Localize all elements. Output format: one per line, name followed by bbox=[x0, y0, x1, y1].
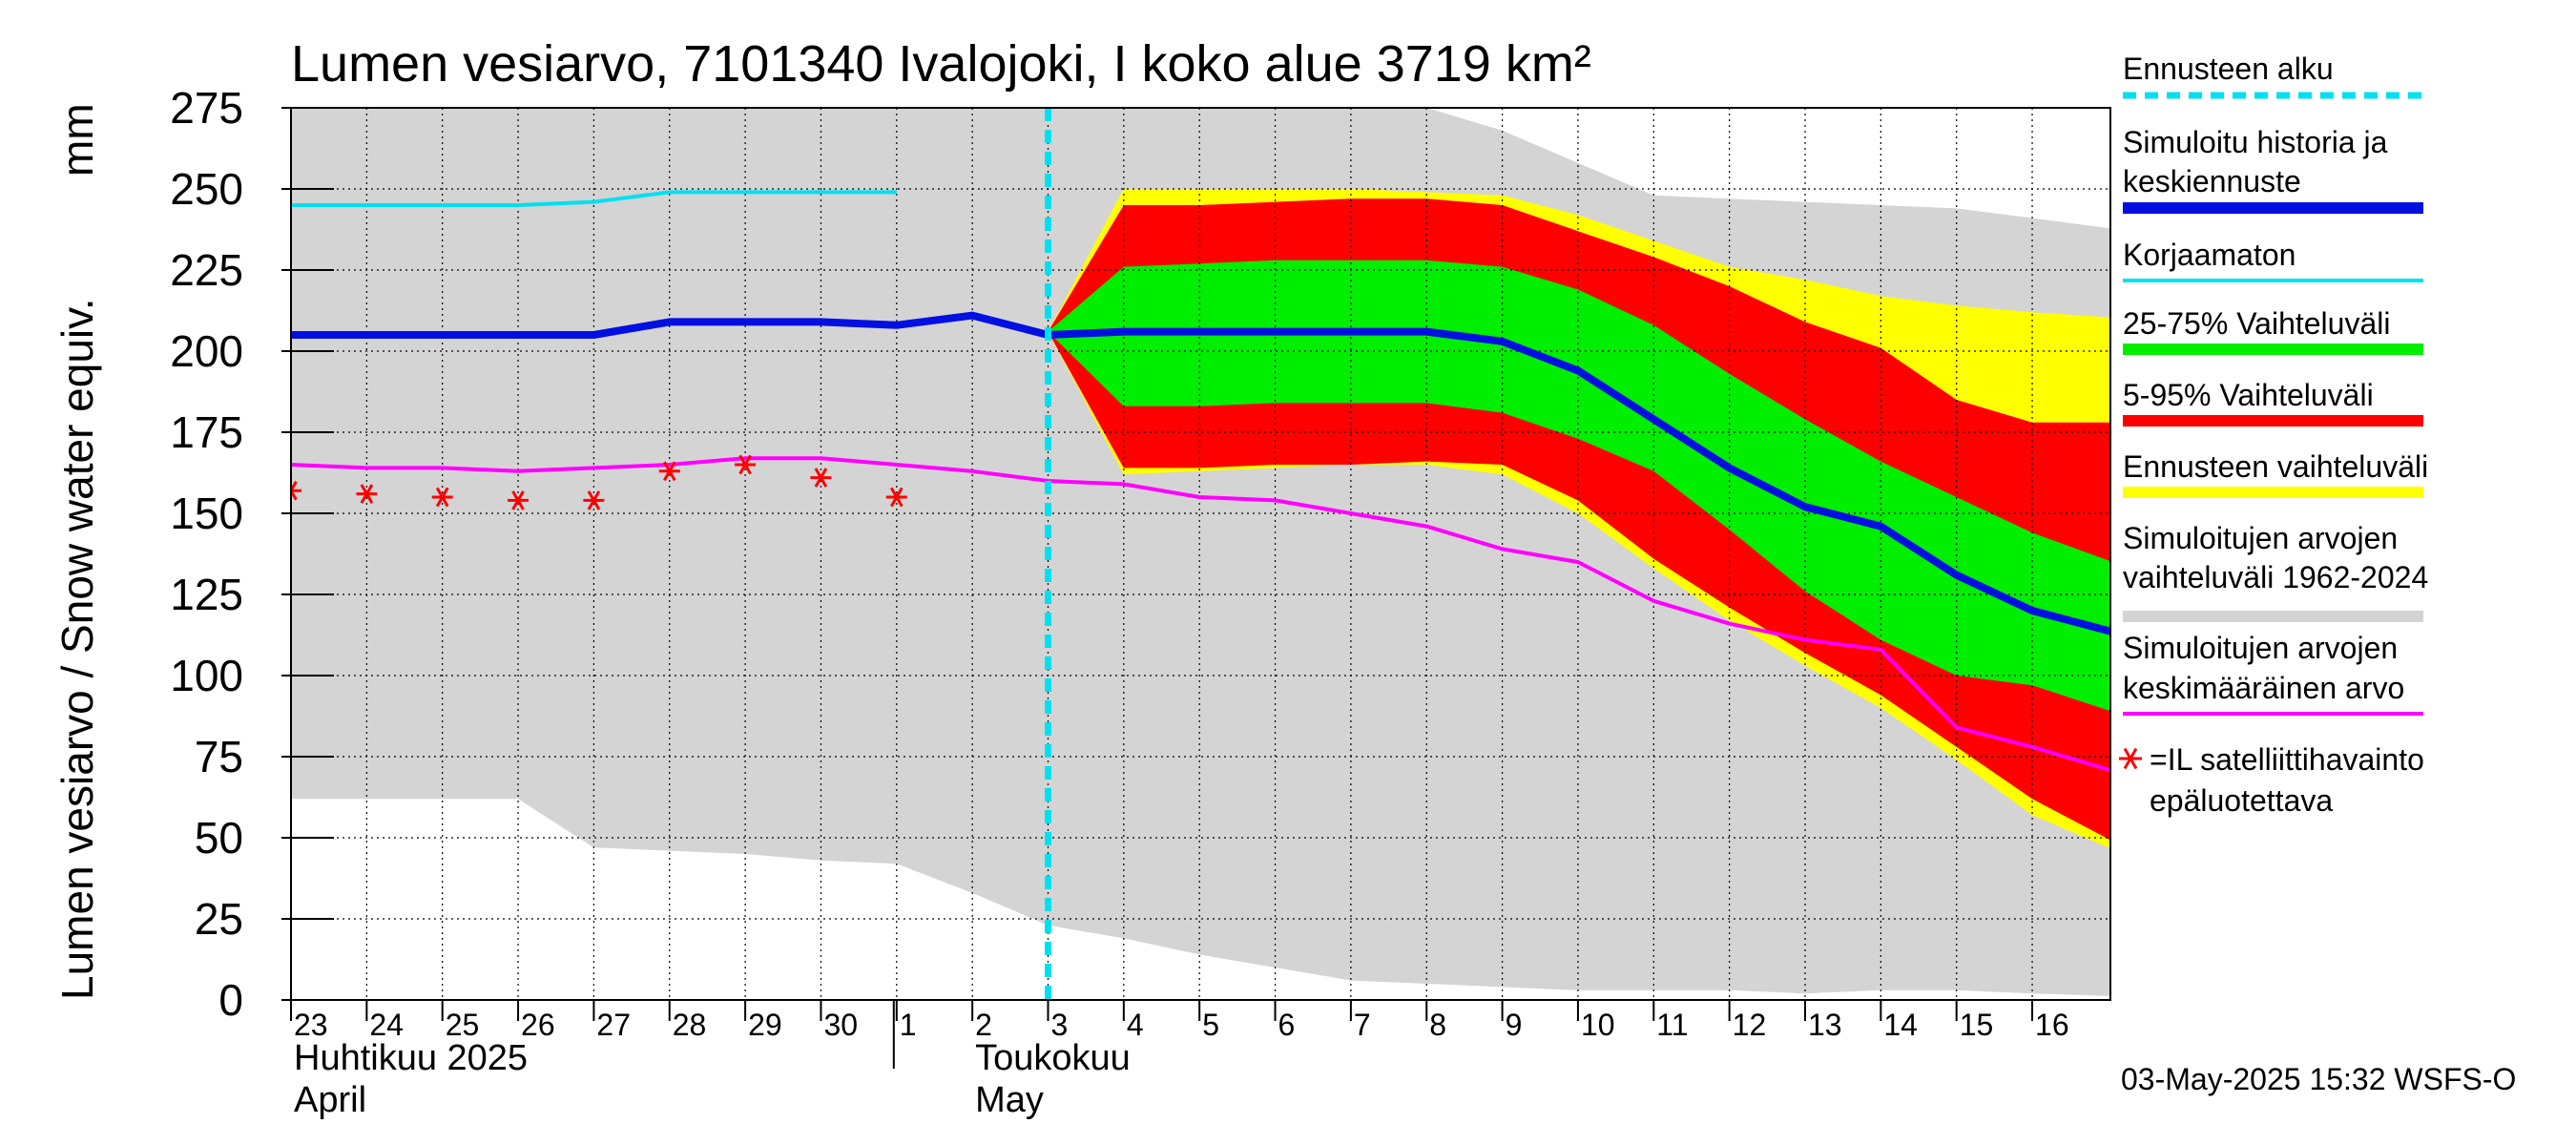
x-tick-label: 4 bbox=[1127, 1008, 1144, 1042]
x-tick-label: 11 bbox=[1656, 1008, 1688, 1042]
plot-bands bbox=[291, 108, 2110, 996]
x-tick-label: 8 bbox=[1429, 1008, 1446, 1042]
x-tick-label: 26 bbox=[521, 1008, 555, 1042]
satellite-marker bbox=[658, 461, 680, 482]
y-tick-label: 25 bbox=[195, 894, 243, 944]
satellite-marker bbox=[583, 490, 605, 510]
satellite-marker bbox=[508, 490, 529, 510]
month-label: Toukokuu bbox=[975, 1038, 1131, 1078]
satellite-marker bbox=[810, 468, 832, 488]
x-tick-label: 5 bbox=[1202, 1008, 1219, 1042]
x-tick-label: 1 bbox=[900, 1008, 917, 1042]
legend-label-line2: keskimääräinen arvo bbox=[2123, 671, 2404, 705]
legend-label: =IL satelliittihavainto bbox=[2150, 742, 2424, 777]
y-tick-label: 50 bbox=[195, 813, 243, 863]
satellite-marker bbox=[735, 454, 757, 475]
satellite-marker bbox=[356, 484, 378, 504]
plot-frame bbox=[290, 107, 2111, 1001]
footer-timestamp: 03-May-2025 15:32 WSFS-O bbox=[2121, 1062, 2516, 1096]
series-line-0 bbox=[291, 190, 897, 207]
y-axis: 0 25 50 75 100 125 150 175 200 225 250 275 bbox=[170, 83, 334, 1025]
x-tick-label: 16 bbox=[2035, 1008, 2069, 1042]
y-tick-label: 0 bbox=[218, 975, 243, 1025]
x-tick-label: 6 bbox=[1278, 1008, 1296, 1042]
plot-border bbox=[290, 107, 2111, 1001]
x-tick-label: 9 bbox=[1506, 1008, 1523, 1042]
y-tick-label: 175 bbox=[170, 407, 243, 457]
x-tick-label: 7 bbox=[1354, 1008, 1371, 1042]
legend-label: 25-75% Vaihteluväli bbox=[2123, 306, 2390, 341]
y-tick-label: 75 bbox=[195, 732, 243, 781]
satellite-marker bbox=[291, 480, 301, 501]
x-tick-label: 2 bbox=[975, 1008, 992, 1042]
y-tick-label: 100 bbox=[170, 651, 243, 700]
legend-label-line2: epäluotettava bbox=[2150, 783, 2333, 818]
legend: Ennusteen alku Simuloitu historia ja keski… bbox=[2119, 52, 2428, 818]
band-3 bbox=[1048, 260, 2110, 712]
chart-title: Lumen vesiarvo, 7101340 Ivalojoki, I kok… bbox=[291, 35, 1591, 93]
x-axis: 23 24 25 26 27 28 29 30 1 2 3 4 5 6 7 8 9 10 11 12 13 14 15 16H… bbox=[290, 1000, 2069, 1120]
legend-label: Simuloitu historia ja bbox=[2123, 125, 2388, 159]
x-tick-label: 28 bbox=[673, 1008, 707, 1042]
x-tick-label: 3 bbox=[1051, 1008, 1069, 1042]
month-label-en: May bbox=[975, 1080, 1044, 1120]
series-line-1 bbox=[291, 311, 2110, 635]
y-tick-label: 200 bbox=[170, 326, 243, 376]
x-tick-label: 30 bbox=[823, 1008, 858, 1042]
x-tick-label: 13 bbox=[1808, 1008, 1842, 1042]
x-tick-label: 25 bbox=[446, 1008, 480, 1042]
plot-markers bbox=[291, 454, 907, 510]
x-tick-label: 10 bbox=[1581, 1008, 1615, 1042]
y-tick-label: 275 bbox=[170, 83, 243, 133]
month-label-en: April bbox=[294, 1080, 366, 1120]
legend-label: Ennusteen alku bbox=[2123, 52, 2334, 86]
y-tick-label: 150 bbox=[170, 489, 243, 538]
legend-label-line2: keskiennuste bbox=[2123, 164, 2301, 198]
x-tick-label: 27 bbox=[596, 1008, 631, 1042]
x-tick-label: 24 bbox=[369, 1008, 404, 1042]
legend-label: Simuloitujen arvojen bbox=[2123, 521, 2398, 555]
legend-label: Korjaamaton bbox=[2123, 238, 2296, 272]
y-tick-label: 250 bbox=[170, 164, 243, 214]
legend-label: Ennusteen vaihteluväli bbox=[2123, 449, 2428, 484]
y-axis-unit: mm bbox=[52, 103, 102, 177]
series-line-2 bbox=[291, 456, 2110, 773]
x-tick-label: 23 bbox=[294, 1008, 328, 1042]
legend-label-line2: vaihteluväli 1962-2024 bbox=[2123, 560, 2428, 594]
y-tick-label: 225 bbox=[170, 245, 243, 295]
legend-label: 5-95% Vaihteluväli bbox=[2123, 378, 2374, 412]
legend-swatch-marker bbox=[2119, 747, 2142, 770]
x-tick-label: 15 bbox=[1960, 1008, 1994, 1042]
x-tick-label: 29 bbox=[748, 1008, 782, 1042]
satellite-marker bbox=[431, 487, 453, 508]
satellite-marker bbox=[885, 487, 907, 508]
month-label: Huhtikuu 2025 bbox=[294, 1038, 528, 1078]
legend-label: Simuloitujen arvojen bbox=[2123, 631, 2398, 665]
y-axis-label: Lumen vesiarvo / Snow water equiv. bbox=[52, 298, 102, 1000]
plot-lines bbox=[291, 108, 2110, 1000]
y-tick-label: 125 bbox=[170, 570, 243, 619]
x-tick-label: 14 bbox=[1883, 1008, 1918, 1042]
x-tick-label: 12 bbox=[1733, 1008, 1767, 1042]
